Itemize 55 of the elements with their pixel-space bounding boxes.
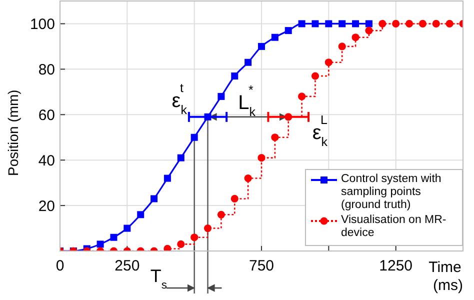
y-tick-label: 20 [38,198,55,215]
point [298,20,306,28]
x-tick-label: 1250 [379,258,413,275]
point [164,174,171,182]
legend-label: Visualisation on MR-device [341,214,448,240]
point [311,72,320,80]
y-tick-label: 80 [38,62,55,79]
point [96,240,104,248]
point [271,34,278,41]
point [244,58,252,66]
point [446,20,454,28]
point [218,92,225,100]
x-tick-label: 0 [56,258,64,275]
y-axis-title: Position (mm) [4,90,21,176]
x-tick-label: 250 [114,258,140,275]
point [325,20,332,28]
point [352,34,360,42]
point [110,234,118,241]
point [124,224,131,232]
point [298,92,306,100]
point [338,42,346,50]
point [392,20,400,28]
text: T$_{s}$ [150,266,168,292]
point [258,154,266,162]
y-tick-label: 100 [30,16,55,34]
point [204,224,212,232]
x-tick-label: 750 [248,258,274,275]
point [258,42,265,50]
point [137,211,144,218]
point [230,194,238,203]
x-axis-title: Time (ms) [428,259,463,294]
point [150,195,158,202]
point [312,20,319,28]
point [352,20,360,28]
point [338,20,346,28]
point [418,20,426,28]
point [405,20,414,28]
point [271,134,279,142]
point [365,26,373,34]
point [177,240,185,248]
y-tick-label: 40 [38,152,55,170]
legend-label: Control system with sampling points (ground truth) [341,173,442,212]
y-tick-label: 60 [38,106,55,124]
point [324,58,332,66]
point [284,27,292,34]
point [164,244,172,251]
point [190,234,198,242]
point [365,20,372,28]
point [190,134,198,141]
point [231,72,238,80]
point [378,20,386,28]
point [432,20,440,28]
point [217,210,225,218]
point [177,154,184,162]
point [244,174,252,182]
